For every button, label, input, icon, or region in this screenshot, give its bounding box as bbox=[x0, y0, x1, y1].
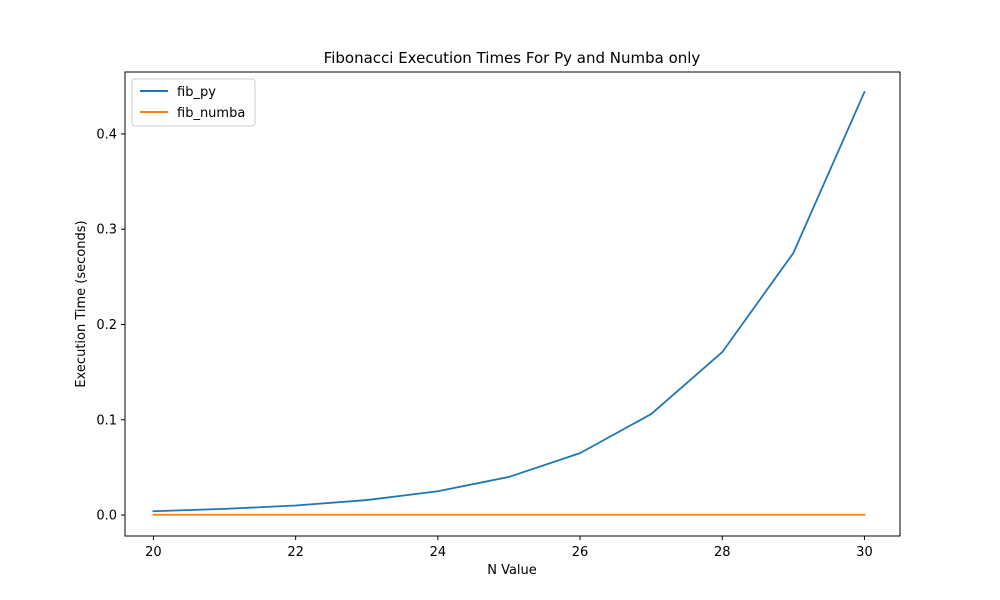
chart-title: Fibonacci Execution Times For Py and Num… bbox=[324, 49, 701, 67]
y-tick-label: 0.0 bbox=[96, 509, 117, 524]
axis-ticks: 20 22 24 26 28 30 0.0 0.1 0.2 0.3 0.4 bbox=[96, 127, 872, 560]
x-tick-label: 26 bbox=[572, 545, 589, 560]
y-tick-label: 0.2 bbox=[96, 318, 117, 333]
legend: fib_py fib_numba bbox=[131, 78, 256, 127]
x-tick-label: 30 bbox=[856, 545, 873, 560]
plot-area-frame bbox=[124, 71, 901, 537]
y-tick-label: 0.1 bbox=[96, 413, 117, 428]
y-axis-label: Execution Time (seconds) bbox=[74, 220, 89, 387]
x-tick-label: 22 bbox=[287, 545, 304, 560]
y-tick-label: 0.3 bbox=[96, 223, 117, 238]
x-tick-label: 20 bbox=[145, 545, 162, 560]
series-lines bbox=[152, 90, 866, 516]
series-line-fib-py bbox=[152, 90, 866, 513]
y-tick-label: 0.4 bbox=[96, 127, 117, 142]
legend-label-fib-py: fib_py bbox=[177, 85, 216, 100]
x-tick-label: 24 bbox=[430, 545, 447, 560]
legend-label-fib-numba: fib_numba bbox=[177, 106, 245, 121]
x-tick-label: 28 bbox=[714, 545, 731, 560]
x-axis-label: N Value bbox=[487, 563, 537, 578]
